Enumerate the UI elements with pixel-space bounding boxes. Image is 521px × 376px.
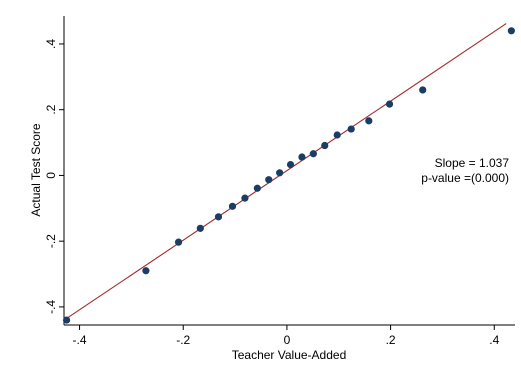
data-point xyxy=(507,27,515,35)
x-tick-label: .4 xyxy=(489,333,499,347)
data-point xyxy=(309,150,317,158)
data-point xyxy=(419,86,427,94)
data-point xyxy=(347,125,355,133)
x-ticks: -.4 -.2 0 .2 .4 xyxy=(73,325,500,347)
data-points xyxy=(62,27,515,324)
data-point xyxy=(62,316,71,324)
data-point xyxy=(196,224,204,232)
x-tick-label: -.2 xyxy=(176,333,190,347)
x-tick-label: .2 xyxy=(386,333,396,347)
data-point xyxy=(365,117,373,125)
data-point xyxy=(241,194,249,202)
data-point xyxy=(265,176,273,184)
fit-line xyxy=(66,23,507,319)
x-axis-title: Teacher Value-Added xyxy=(232,348,347,362)
y-tick-label: -.2 xyxy=(44,234,58,248)
y-ticks: -.4 -.2 0 .2 .4 xyxy=(44,39,64,314)
slope-annotation: Slope = 1.037 xyxy=(435,156,510,170)
data-point xyxy=(228,202,237,210)
data-point xyxy=(214,213,223,221)
y-axis-title: Actual Test Score xyxy=(29,123,43,216)
data-point xyxy=(385,100,394,108)
pvalue-annotation: p-value =(0.000) xyxy=(421,171,509,185)
y-tick-label: .4 xyxy=(44,39,58,49)
y-tick-label: 0 xyxy=(44,172,58,179)
data-point xyxy=(321,141,329,150)
data-point xyxy=(286,160,295,169)
data-point xyxy=(333,131,341,139)
data-point xyxy=(253,184,261,192)
data-point xyxy=(276,169,284,177)
y-tick-label: -.4 xyxy=(44,300,58,314)
data-point xyxy=(298,153,306,161)
y-tick-label: .2 xyxy=(44,104,58,114)
x-tick-label: 0 xyxy=(284,333,291,347)
data-point xyxy=(142,267,150,275)
x-tick-label: -.4 xyxy=(73,333,87,347)
data-point xyxy=(174,238,183,246)
